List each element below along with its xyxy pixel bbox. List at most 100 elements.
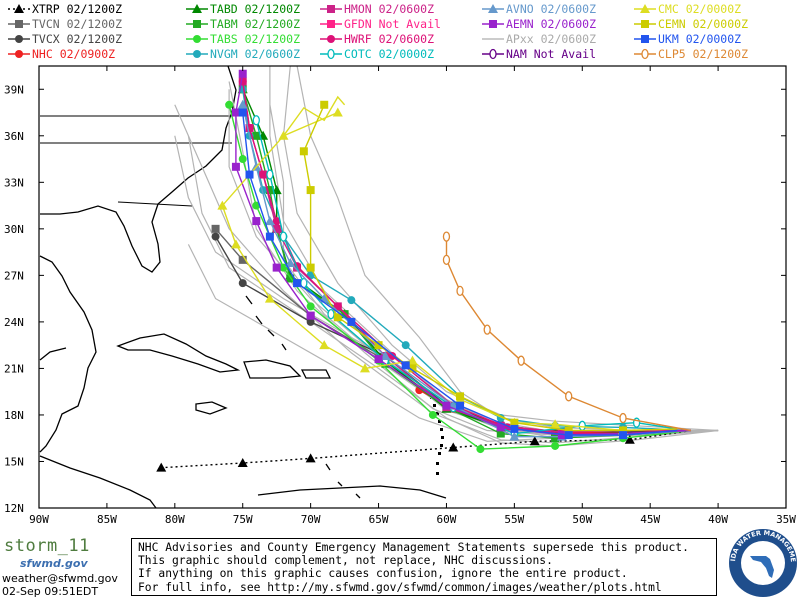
legend-marker xyxy=(641,35,649,43)
legend-item-nhc: NHC 02/0900Z xyxy=(8,46,115,61)
legend-item-avno: AVNO 02/0600Z xyxy=(482,1,596,16)
island xyxy=(436,412,439,415)
track-point xyxy=(374,341,383,350)
legend: XTRP 02/1200Z TABD 02/1200Z HMON 02/0600Z A… xyxy=(0,0,800,62)
footer xyxy=(0,530,800,600)
x-tick-label: 40W xyxy=(708,513,728,526)
legend-marker xyxy=(641,48,649,60)
legend-marker xyxy=(327,48,335,60)
legend-item-tvcn: TVCN 02/1200Z xyxy=(8,16,122,31)
track-point xyxy=(272,263,281,272)
legend-item-hwrf: HWRF 02/0600Z xyxy=(320,31,434,46)
track-point xyxy=(401,361,410,370)
y-tick-label: 18N xyxy=(4,409,24,422)
track-point xyxy=(252,131,261,140)
legend-item-aemn: AEMN 02/0600Z xyxy=(482,16,596,31)
track-point xyxy=(238,279,247,288)
disclaimer-line: NHC Advisories and County Emergency Mana… xyxy=(138,541,689,554)
track-point xyxy=(245,170,254,179)
legend-marker xyxy=(15,20,23,28)
x-tick-label: 50W xyxy=(572,513,592,526)
x-tick-label: 75W xyxy=(233,513,253,526)
legend-marker xyxy=(14,4,24,13)
track-point xyxy=(156,462,167,472)
legend-label: AVNO 02/0600Z xyxy=(506,1,597,16)
track-point xyxy=(272,217,281,226)
legend-label: NVGM 02/0600Z xyxy=(210,46,301,61)
track-point xyxy=(264,293,275,303)
track-point xyxy=(456,392,465,401)
track-point xyxy=(238,77,247,86)
track-point xyxy=(266,169,274,180)
legend-label: NHC 02/0900Z xyxy=(32,46,116,61)
x-tick-label: 60W xyxy=(437,513,457,526)
legend-swatch xyxy=(482,38,504,40)
legend-item-tabs: TABS 02/1200Z xyxy=(186,31,300,46)
track-point xyxy=(456,401,465,410)
track-point xyxy=(428,410,437,419)
track-point xyxy=(259,170,268,179)
legend-marker xyxy=(640,4,650,13)
y-tick-label: 24N xyxy=(4,316,24,329)
disclaimer-line: If anything on this graphic causes confu… xyxy=(138,567,628,581)
legend-marker xyxy=(327,5,335,13)
legend-item-ukm: UKM 02/0000Z xyxy=(634,31,741,46)
island xyxy=(433,404,436,407)
legend-item-clp5: CLP5 02/1200Z xyxy=(634,46,748,61)
track-point xyxy=(320,100,329,109)
y-tick-label: 36N xyxy=(4,130,24,143)
track-point xyxy=(347,317,356,326)
y-tick-label: 39N xyxy=(4,83,24,96)
contact-email[interactable]: weather@sfwmd.gov xyxy=(2,572,118,585)
track-point xyxy=(564,426,573,435)
track-point xyxy=(550,419,561,429)
coastline xyxy=(39,455,157,509)
track-point xyxy=(333,313,342,322)
track-point xyxy=(407,355,418,365)
track-ukm xyxy=(238,108,678,440)
coastline xyxy=(39,255,97,453)
legend-swatch xyxy=(482,48,504,60)
brand-block: storm_11 sfwmd.gov weather@sfwmd.gov 02-… xyxy=(2,536,132,598)
y-tick-label: 27N xyxy=(4,269,24,282)
track-point xyxy=(238,69,247,78)
legend-swatch xyxy=(186,4,208,13)
track-point xyxy=(238,155,247,164)
x-tick-label: 90W xyxy=(29,513,49,526)
legend-label: TABD 02/1200Z xyxy=(210,1,301,16)
track-point xyxy=(230,239,241,249)
disclaimer-link-line[interactable]: For full info, see http://my.sfwmd.gov/s… xyxy=(138,580,662,594)
track-point xyxy=(529,436,540,446)
legend-marker xyxy=(193,20,201,28)
legend-marker xyxy=(488,4,498,13)
disclaimer-box: NHC Advisories and County Emergency Mana… xyxy=(131,538,717,596)
track-point xyxy=(231,108,240,117)
legend-swatch xyxy=(482,20,504,28)
x-tick-label: 80W xyxy=(165,513,185,526)
legend-label: TABM 02/1200Z xyxy=(210,16,301,31)
track-point xyxy=(359,363,370,373)
track-point xyxy=(388,352,397,361)
track-point xyxy=(211,224,220,233)
track-point xyxy=(619,431,628,440)
disclaimer-line: This graphic should complement, not repl… xyxy=(138,554,553,568)
coastline xyxy=(300,369,332,379)
track-point xyxy=(510,424,519,433)
legend-label: CLP5 02/1200Z xyxy=(658,46,749,61)
x-tick-label: 35W xyxy=(776,513,796,526)
track-xtrp xyxy=(156,429,692,472)
track-point xyxy=(619,426,628,435)
track-point xyxy=(442,254,451,266)
legend-marker xyxy=(193,35,201,43)
track-point xyxy=(279,231,288,242)
island xyxy=(441,436,444,439)
x-tick-label: 55W xyxy=(504,513,524,526)
track-point xyxy=(476,445,485,454)
brand-subtitle: sfwmd.gov xyxy=(20,557,88,570)
track-point xyxy=(306,317,315,326)
coastline xyxy=(39,347,67,361)
legend-item-nvgm: NVGM 02/0600Z xyxy=(186,46,300,61)
map-frame xyxy=(38,65,787,509)
legend-label: AEMN 02/0600Z xyxy=(506,16,597,31)
track-point xyxy=(578,420,586,431)
